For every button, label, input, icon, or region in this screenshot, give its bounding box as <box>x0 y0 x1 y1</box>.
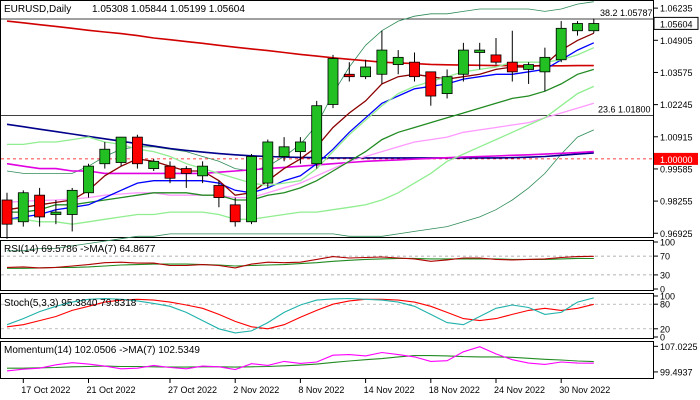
y-tick-label: 0.99585 <box>660 164 693 174</box>
main-panel-frame <box>0 0 654 238</box>
candle-bull <box>523 64 534 70</box>
y-tick-label: 100 <box>660 238 675 248</box>
candle-bear <box>229 204 241 223</box>
momentum-line <box>6 346 594 372</box>
candle-bear <box>164 165 176 179</box>
y-tick-label: 107.0225 <box>660 342 698 352</box>
overlay-line-4 <box>7 68 594 213</box>
last-price-label: 1.05604 <box>660 19 693 29</box>
candle-bull <box>17 192 29 223</box>
candle-bear <box>131 136 143 165</box>
candle-bull <box>441 76 453 95</box>
stoch-panel-frame <box>0 293 654 339</box>
x-tick-label: 17 Oct 2022 <box>21 385 70 395</box>
y-axis: 1.06235 1.04905 1.03575 1.02245 1.00915 0.995… <box>653 4 699 377</box>
momentum-label: Momentum(14) 102.0506 ->MA(7) 102.5349 <box>4 345 200 356</box>
y-tick-label: 100 <box>660 292 675 302</box>
candle-bull <box>278 146 290 157</box>
overlay-line-0 <box>6 20 594 67</box>
candle-bull <box>148 160 160 169</box>
candle-bull <box>588 23 600 32</box>
parity-badge-label: 1.00000 <box>660 155 693 165</box>
candle-bull <box>66 189 78 215</box>
momentum-plot <box>6 346 594 372</box>
candle-bull <box>311 105 323 165</box>
rsi-line <box>6 255 594 269</box>
stoch-d-line <box>6 298 594 330</box>
chart-ohlc: 1.05308 1.05844 1.05199 1.05604 <box>92 4 245 15</box>
candle-bull <box>457 49 469 75</box>
overlay-line-2 <box>6 150 594 175</box>
y-tick-label: 1.03575 <box>660 68 693 78</box>
x-tick-label: 8 Nov 2022 <box>298 385 344 395</box>
candle-bull <box>262 141 274 184</box>
rsi-panel-frame <box>0 240 654 291</box>
main-plot: 38.2 1.05787 23.6 1.01800 <box>1 1 653 252</box>
stoch-label: Stoch(5,3,3) 95.3840 79.8318 <box>4 298 137 309</box>
x-tick-label: 18 Nov 2022 <box>429 385 480 395</box>
y-tick-label: 0 <box>660 285 665 295</box>
y-tick-label: 1.02245 <box>660 100 693 110</box>
candle-bear <box>34 194 45 218</box>
x-tick-label: 24 Nov 2022 <box>494 385 545 395</box>
candle-bull <box>99 148 111 165</box>
y-tick-label: 70 <box>660 252 670 262</box>
candle-bull <box>539 56 551 73</box>
chart-symbol: EURUSD,Daily <box>4 4 71 15</box>
candle-bull <box>197 165 209 177</box>
momentum-panel-frame <box>0 341 654 379</box>
candle-bull <box>83 165 94 194</box>
candle-bear <box>180 168 192 174</box>
y-tick-label: 20 <box>660 324 670 334</box>
candle-bull <box>294 141 306 153</box>
candle-bear <box>490 54 502 63</box>
x-tick-label: 14 Nov 2022 <box>364 385 415 395</box>
fib-236-label: 23.6 1.01800 <box>598 104 651 114</box>
candle-bear <box>213 185 225 198</box>
y-tick-label: 30 <box>660 270 670 280</box>
stoch-plot <box>1 297 653 334</box>
x-tick-label: 21 Oct 2022 <box>87 385 136 395</box>
candle-bull <box>555 27 567 61</box>
candle-bear <box>425 71 437 97</box>
parity-badge <box>654 152 698 165</box>
candle-bull <box>115 136 127 163</box>
y-tick-label: 99.4937 <box>660 367 693 377</box>
y-tick-label: 1.00915 <box>660 132 693 142</box>
stoch-k-line <box>6 297 594 334</box>
candle-bull <box>376 49 388 75</box>
candle-bear <box>409 61 420 78</box>
x-tick-label: 30 Nov 2022 <box>559 385 610 395</box>
x-axis: 17 Oct 2022 21 Oct 2022 27 Oct 2022 2 Nov 2… <box>21 379 610 395</box>
candle-bear <box>506 61 518 73</box>
y-tick-label: 0.96925 <box>660 229 693 239</box>
overlay-line-3 <box>6 102 594 204</box>
candle-bear <box>343 73 355 78</box>
overlay-line-8 <box>7 85 595 225</box>
candle-bull <box>50 211 62 215</box>
y-tick-label: 80 <box>660 300 670 310</box>
fib-382-label: 38.2 1.05787 <box>600 8 653 18</box>
candle-bull <box>327 58 339 105</box>
candle-bull <box>572 23 583 32</box>
y-tick-label: 0.98255 <box>660 197 693 207</box>
candle-bull <box>246 156 257 223</box>
x-tick-label: 27 Oct 2022 <box>168 385 217 395</box>
x-tick-label: 2 Nov 2022 <box>233 385 279 395</box>
last-price-badge <box>653 16 699 30</box>
rsi-plot <box>1 255 653 276</box>
y-tick-label: 0 <box>660 333 665 343</box>
candle-bull <box>360 66 372 78</box>
rsi-label: RSI(14) 69.5786 ->MA(7) 64.8677 <box>4 244 156 255</box>
y-tick-label: 1.06235 <box>660 4 693 14</box>
overlay-line-5 <box>6 42 595 220</box>
candle-bear <box>1 199 13 225</box>
candle-bull <box>392 56 404 65</box>
candle-bull <box>474 49 486 53</box>
y-tick-label: 1.04905 <box>660 36 693 46</box>
bollinger-lower-line <box>7 129 594 252</box>
